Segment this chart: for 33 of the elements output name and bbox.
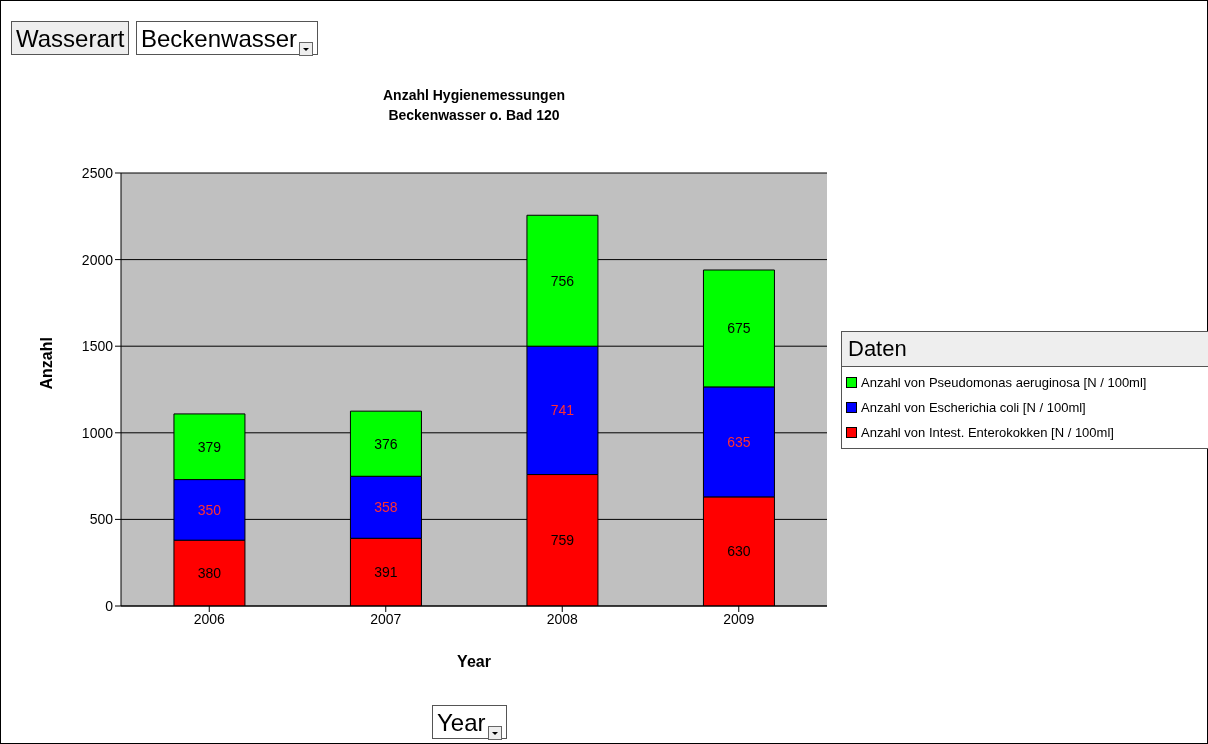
x-tick-label: 2006: [193, 610, 226, 627]
text: Beckenwasser: [136, 21, 319, 55]
y-tick-label: 1000: [81, 424, 114, 441]
chart-subtitle: Beckenwasser o. Bad 120: [387, 106, 561, 125]
data-label: 358: [374, 499, 398, 516]
data-label: 759: [550, 532, 575, 549]
y-tick-label: 0: [105, 597, 114, 614]
data-label: 675: [727, 320, 751, 337]
chart-title: Anzahl Hygienemessungen: [381, 86, 566, 105]
data-label: 630: [727, 543, 751, 560]
text: Wasserart: [11, 21, 130, 55]
x-axis-title: Year: [457, 653, 491, 670]
y-tick-label: 500: [89, 511, 114, 528]
data-label: 376: [374, 435, 398, 452]
data-label: 635: [727, 433, 751, 450]
y-axis-title: Anzahl: [37, 337, 55, 390]
x-tick-label: 2007: [370, 610, 402, 627]
legend-label: Anzahl von Escherichia coli [N / 100ml]: [861, 400, 1086, 415]
y-tick-label: 2000: [81, 251, 114, 268]
text: Year: [432, 705, 507, 739]
legend-label: Anzahl von Intest. Enterokokken [N / 100ml]: [861, 425, 1114, 440]
data-label: 350: [197, 501, 222, 518]
data-label: 741: [550, 402, 575, 419]
data-label: 380: [197, 565, 222, 582]
y-tick-label: 1500: [81, 338, 114, 355]
legend-label: Anzahl von Pseudomonas aeruginosa [N / 100ml]: [861, 375, 1147, 390]
legend-title: Daten: [842, 332, 1208, 367]
data-label: 391: [374, 564, 398, 581]
x-tick-label: 2009: [723, 610, 755, 627]
x-tick-label: 2008: [546, 610, 579, 627]
data-label: 756: [550, 272, 575, 289]
data-label: 379: [197, 438, 222, 455]
y-tick-label: 2500: [81, 164, 114, 181]
